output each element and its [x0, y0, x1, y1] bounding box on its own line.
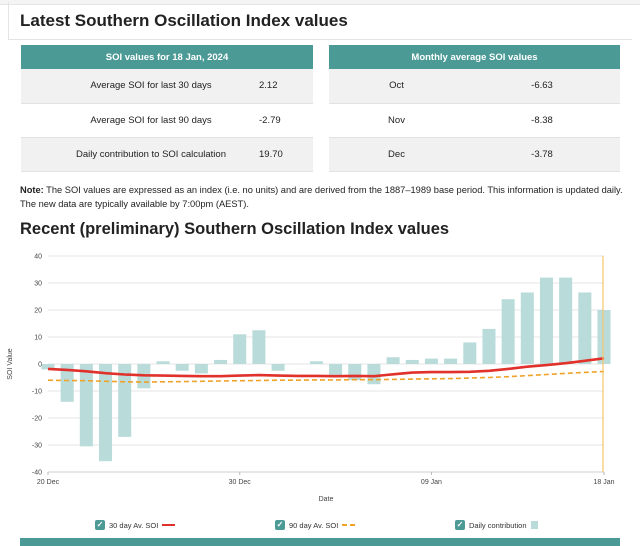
y-tick-label: 30 — [34, 281, 42, 288]
x-tick-label: 20 Dec — [37, 479, 60, 486]
daily-contribution-bar — [41, 364, 55, 370]
daily-contribution-bar — [194, 364, 208, 374]
daily-contribution-bar — [463, 342, 477, 364]
month-value: -3.78 — [464, 137, 620, 172]
lower-table-header — [20, 538, 620, 546]
daily-contribution-bar — [309, 361, 323, 364]
monthly-table-header: Monthly average SOI values — [329, 45, 620, 69]
daily-contribution-bar — [405, 359, 419, 364]
chart-legend: ✓ 30 day Av. SOI ✓ 90 day Av. SOI ✓ Dail… — [0, 520, 640, 534]
daily-contribution-bar — [367, 364, 381, 385]
x-tick-label: 30 Dec — [229, 479, 252, 486]
daily-contribution-bar — [444, 358, 458, 364]
legend-90-day[interactable]: ✓ 90 day Av. SOI — [275, 520, 356, 530]
y-tick-label: 40 — [34, 254, 42, 261]
daily-contribution-bar — [482, 328, 496, 364]
daily-contribution-bar — [252, 330, 266, 364]
soi-values-table: SOI values for 18 Jan, 2024 Average SOI … — [21, 45, 313, 172]
table-row: Daily contribution to SOI calculation 19… — [21, 137, 313, 172]
table-row: Oct -6.63 — [329, 69, 620, 104]
y-tick-label: -20 — [32, 416, 42, 423]
month-label: Nov — [329, 103, 464, 138]
y-tick-label: 0 — [38, 362, 42, 369]
note-text: The SOI values are expressed as an index… — [20, 185, 623, 209]
month-label: Oct — [329, 69, 464, 104]
x-tick-label: 18 Jan — [593, 479, 614, 486]
daily-contribution-bar — [329, 364, 343, 378]
page-title: Latest Southern Oscillation Index values — [20, 11, 348, 30]
y-tick-label: -30 — [32, 443, 42, 450]
daily-contribution-bar — [60, 364, 74, 402]
row-value: -2.79 — [251, 103, 313, 138]
top-strip — [0, 0, 640, 5]
legend-90-day-checkbox[interactable]: ✓ — [275, 520, 285, 530]
row-value: 2.12 — [251, 69, 313, 104]
x-axis-title: Date — [319, 496, 334, 503]
month-value: -8.38 — [464, 103, 620, 138]
daily-contribution-bar — [539, 277, 554, 364]
daily-contribution-bar — [175, 364, 189, 371]
month-value: -6.63 — [464, 69, 620, 104]
daily-contribution-bar — [156, 361, 170, 364]
soi-chart: 40 30 20 10 0 -10 -20 -30 -40 20 Dec 30 Dec 09 Jan 1… — [7, 254, 615, 504]
legend-90-day-label: 90 day Av. SOI — [289, 520, 339, 530]
daily-contribution-bar — [597, 310, 611, 364]
30-day-average-line — [47, 357, 605, 378]
daily-contribution-bar — [424, 358, 438, 364]
legend-daily-swatch — [530, 521, 538, 529]
legend-daily-checkbox[interactable]: ✓ — [455, 520, 465, 530]
table-row: Dec -3.78 — [329, 137, 620, 172]
legend-30-day-checkbox[interactable]: ✓ — [95, 520, 105, 530]
legend-daily-label: Daily contribution — [469, 520, 527, 530]
daily-contribution-bar — [214, 359, 228, 364]
daily-contribution-bar — [233, 334, 247, 364]
note-label: Note: — [20, 185, 44, 195]
y-tick-label: -10 — [32, 389, 42, 396]
row-value: 19.70 — [251, 137, 313, 172]
legend-30-day-swatch — [162, 523, 176, 527]
legend-30-day-label: 30 day Av. SOI — [109, 520, 159, 530]
daily-contribution-bar — [386, 357, 400, 364]
row-label: Average SOI for last 90 days — [21, 103, 251, 138]
90-day-average-line — [47, 370, 605, 383]
legend-90-day-swatch — [342, 524, 356, 526]
soi-table-header: SOI values for 18 Jan, 2024 — [21, 45, 313, 69]
monthly-average-table: Monthly average SOI values Oct -6.63 Nov… — [329, 45, 620, 172]
legend-daily[interactable]: ✓ Daily contribution — [455, 520, 538, 530]
daily-contribution-bar — [271, 364, 285, 371]
daily-contribution-bar — [98, 364, 113, 462]
y-tick-label: 10 — [34, 335, 42, 342]
y-tick-label: 20 — [34, 308, 42, 315]
chart-section-title: Recent (preliminary) Southern Oscillatio… — [20, 220, 450, 238]
y-axis-title: SOI Value — [7, 348, 14, 379]
month-label: Dec — [329, 137, 464, 172]
top-panel — [8, 2, 632, 40]
data-note: Note: The SOI values are expressed as an… — [20, 183, 625, 211]
daily-contribution-bar — [559, 277, 573, 364]
row-label: Daily contribution to SOI calculation — [21, 137, 251, 172]
table-row: Average SOI for last 90 days -2.79 — [21, 103, 313, 138]
y-tick-label: -40 — [32, 470, 42, 477]
legend-30-day[interactable]: ✓ 30 day Av. SOI — [95, 520, 176, 530]
row-label: Average SOI for last 30 days — [21, 69, 251, 104]
x-tick-label: 09 Jan — [421, 479, 442, 486]
table-row: Average SOI for last 30 days 2.12 — [21, 69, 313, 104]
daily-contribution-bar — [348, 364, 362, 381]
daily-contribution-bar — [79, 364, 93, 447]
daily-contribution-bar — [501, 299, 515, 364]
table-row: Nov -8.38 — [329, 103, 620, 138]
daily-contribution-bar — [578, 292, 592, 364]
daily-contribution-bar — [520, 292, 534, 364]
